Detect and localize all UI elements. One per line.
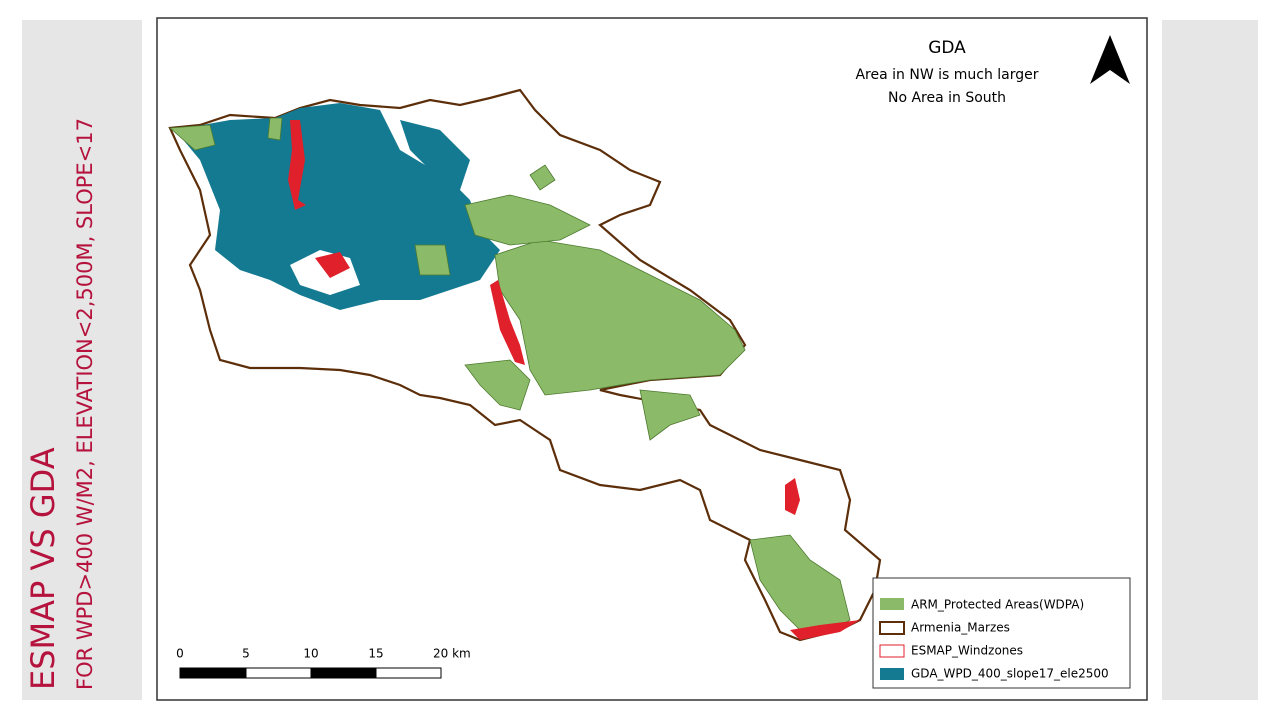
protected-area	[464, 194, 591, 246]
protected-area	[494, 239, 746, 396]
scale-bar	[179, 667, 442, 679]
legend-label: Armenia_Marzes	[911, 621, 1010, 635]
slide-subtitle: FOR WPD>400 W/M2, ELEVATION<2,500M, SLOP…	[73, 118, 97, 690]
windzone	[790, 620, 860, 640]
scale-label: 20 km	[433, 647, 471, 661]
scale-segment	[245, 667, 312, 679]
map-note: No Area in South	[888, 90, 1006, 106]
scale-segment	[375, 667, 442, 679]
legend-label: ARM_Protected Areas(WDPA)	[911, 598, 1084, 612]
windzone	[288, 120, 306, 210]
windzone	[490, 280, 525, 365]
map-title: GDA	[928, 38, 966, 58]
slide-title: ESMAP VS GDA	[24, 447, 62, 690]
scale-segment	[310, 667, 377, 679]
legend-swatch	[880, 668, 904, 680]
scale-segment	[179, 667, 247, 679]
legend-box	[872, 577, 1131, 689]
left-panel	[22, 20, 142, 700]
right-panel	[1162, 20, 1258, 700]
gda-area	[400, 120, 470, 190]
scale-label: 15	[368, 647, 383, 661]
scale-label: 10	[303, 647, 318, 661]
protected-area	[529, 164, 556, 191]
protected-area	[169, 124, 216, 151]
windzones	[288, 120, 860, 640]
scale-label: 0	[176, 647, 184, 661]
map-note: Area in NW is much larger	[855, 67, 1038, 83]
protected-area	[464, 359, 531, 411]
protected-area	[267, 117, 283, 141]
legend-swatch	[880, 598, 904, 610]
scale-label: 5	[242, 647, 250, 661]
north-arrow	[1090, 35, 1130, 84]
windzone	[785, 478, 800, 515]
legend-label: GDA_WPD_400_slope17_ele2500	[911, 667, 1109, 681]
legend-swatch	[879, 621, 905, 635]
legend-label: ESMAP_Windzones	[911, 644, 1023, 658]
legend-swatch	[879, 644, 905, 658]
windzone	[315, 252, 350, 278]
protected-area	[639, 389, 701, 441]
protected-area	[414, 244, 451, 276]
